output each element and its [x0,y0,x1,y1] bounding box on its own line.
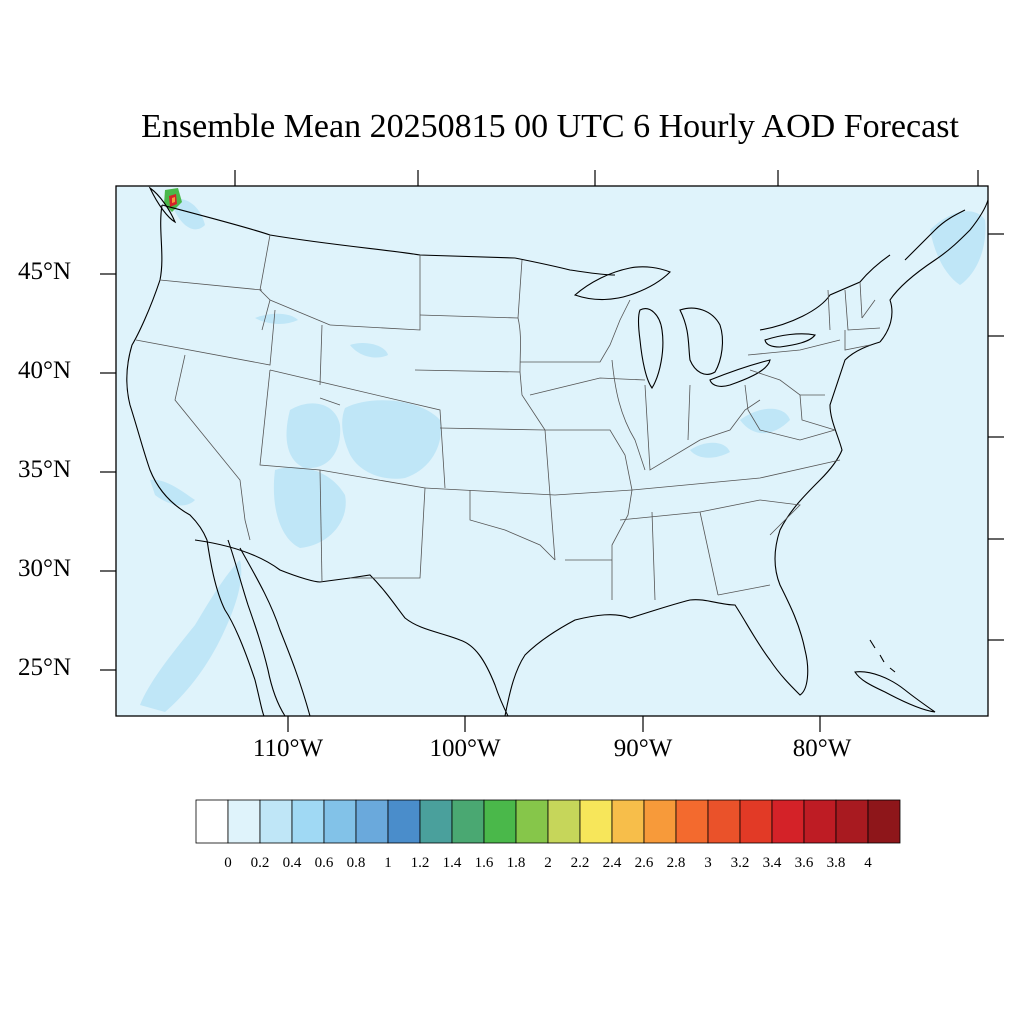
colorbar-label: 0 [224,855,232,871]
map-frame [115,185,989,717]
aod-plume-colorado [342,400,441,479]
colorbar-label: 3.2 [730,855,750,871]
colorbar-label: 1.4 [442,855,462,871]
coastline-bc-island [148,186,177,224]
coastline-baja-gulf [227,539,286,717]
border-canada-us-lakes [514,257,616,276]
aod-plume-wyoming [350,343,388,358]
aod-plume-utah [286,403,341,469]
colorbar-label: 1.8 [506,855,526,871]
lake-ontario [764,333,816,348]
colorbar-swatch [707,799,741,844]
colorbar-label: 1.2 [410,855,430,871]
state-boundaries [135,234,881,601]
colorbar-swatch [451,799,485,844]
colorbar-label: 3.4 [762,855,782,871]
aod-plume-ohio [740,408,790,434]
border-canada-us-west [161,204,516,259]
lat-label-35: 35°N [18,456,72,483]
colorbar-swatch [291,799,325,844]
colorbar-swatch [739,799,773,844]
aod-plumes [140,198,986,712]
colorbar-label: 2.8 [666,855,686,871]
colorbar-swatch [675,799,709,844]
colorbar-swatch [579,799,613,844]
lat-label-45: 45°N [18,258,72,285]
aod-plume-northeast [930,211,986,285]
colorbar-swatch [803,799,837,844]
lake-erie [709,359,771,387]
colorbar-swatch [419,799,453,844]
colorbar-swatch [483,799,517,844]
coastline-cuba [854,671,936,713]
aod-plume-washington [170,198,205,230]
colorbar-swatch [611,799,645,844]
lat-label-40: 40°N [18,357,72,384]
colorbar-swatch [323,799,357,844]
lake-huron [679,307,724,375]
colorbar [195,799,901,844]
lake-superior [573,266,671,301]
colorbar-swatch [259,799,293,844]
colorbar-label: 0.2 [250,855,270,871]
colorbar-label: 2 [544,855,552,871]
lat-label-30: 30°N [18,555,72,582]
colorbar-label: 2.2 [570,855,590,871]
coastline-bahamas [869,639,896,673]
colorbar-swatch [227,799,261,844]
colorbar-label: 3.8 [826,855,846,871]
colorbar-swatch [387,799,421,844]
aod-plume-kentucky [690,442,730,458]
colorbar-swatch [867,799,901,844]
lake-michigan [637,308,664,389]
colorbar-label: 0.6 [314,855,334,871]
coastline-northeast [879,199,989,343]
colorbar-label: 0.4 [282,855,302,871]
coastline-baja-pacific [206,539,265,717]
aod-plume-pacific [140,560,242,712]
aod-hotspot-bc [164,188,182,212]
colorbar-label: 3 [704,855,712,871]
colorbar-swatch [547,799,581,844]
map-ticks [100,170,1004,732]
colorbar-label: 2.4 [602,855,622,871]
lon-label-90: 90°W [613,735,673,762]
colorbar-label: 1.6 [474,855,494,871]
colorbar-label: 0.8 [346,855,366,871]
lat-label-25: 25°N [18,654,72,681]
colorbar-swatch [515,799,549,844]
aod-plume-socal [150,479,195,506]
aod-plume-arizona [273,467,346,548]
great-lakes [573,266,816,389]
lon-label-100: 100°W [429,735,501,762]
lon-label-80: 80°W [792,735,852,762]
border-canada-us-east [759,254,891,331]
lon-label-110: 110°W [252,735,324,762]
coastlines [126,186,989,717]
coastline-mexico-pacific [239,547,311,717]
colorbar-swatch [643,799,677,844]
aod-hotspot-orange [172,197,175,203]
colorbar-label: 1 [384,855,392,871]
colorbar-label: 4 [864,855,872,871]
map-title: Ensemble Mean 20250815 00 UTC 6 Hourly A… [141,108,959,145]
coastline-gulf-st-lawrence [904,209,966,261]
colorbar-swatch [195,799,229,844]
colorbar-swatch [835,799,869,844]
coastline-gulf [504,341,881,717]
colorbar-swatch [355,799,389,844]
colorbar-label: 2.6 [634,855,654,871]
colorbar-label: 3.6 [794,855,814,871]
map-panel [100,170,1004,732]
border-us-mexico [194,539,509,717]
colorbar-swatch [771,799,805,844]
